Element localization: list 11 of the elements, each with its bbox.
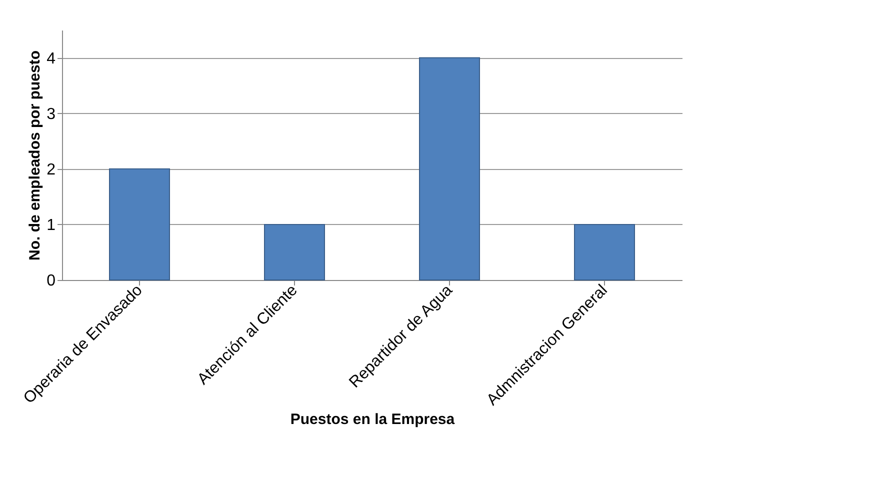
- y-tick-label: 0: [46, 272, 56, 290]
- y-tick-label: 2: [46, 161, 56, 178]
- bar: [109, 168, 170, 280]
- bar: [419, 57, 480, 280]
- bar: [574, 224, 635, 280]
- x-axis-title: Puestos en la Empresa: [290, 411, 456, 428]
- y-tick-label: 1: [46, 216, 56, 234]
- y-tick-label: 4: [46, 50, 56, 68]
- bar: [264, 224, 325, 280]
- y-axis-title: No. de empleados por puesto: [26, 50, 44, 261]
- y-tick-label: 3: [46, 106, 56, 123]
